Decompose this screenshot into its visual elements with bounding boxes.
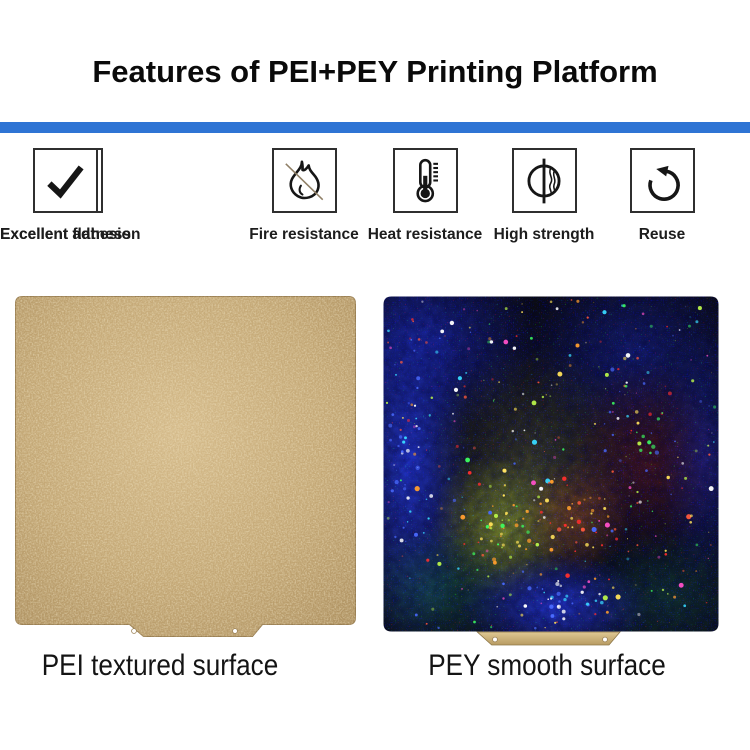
sparkles-layer <box>385 299 717 630</box>
feature-label: Fire resistance <box>249 226 359 243</box>
pei-caption: PEI textured surface <box>41 649 279 682</box>
feature-item-heat-resistance: Heat resistance <box>363 148 487 244</box>
feature-box <box>392 148 458 213</box>
rotate-ccw-icon <box>648 165 680 201</box>
pey-plate-image <box>383 296 719 646</box>
pey-tab-hole <box>602 636 608 643</box>
pei-tab-hole <box>131 628 137 634</box>
feature-box <box>271 148 337 213</box>
pey-gold-tab <box>476 631 621 646</box>
pei-plate-image <box>15 296 356 637</box>
blue-divider <box>0 122 750 133</box>
feature-label: Heat resistance <box>367 226 483 243</box>
thermometer-icon <box>416 158 438 202</box>
feature-item-reuse: Reuse <box>587 148 737 244</box>
feature-item-high-strength: High strength <box>469 148 619 244</box>
feature-label: Excellent adhesion <box>0 226 141 243</box>
pei-tab-hole <box>232 628 238 634</box>
feature-item-fire-resistance: Fire resistance <box>242 148 366 244</box>
coin-wave-icon <box>527 158 561 203</box>
feature-item-excellent-flatness: Excellent flatness <box>0 148 131 244</box>
feature-box <box>629 148 695 213</box>
pey-caption: PEY smooth surface <box>428 649 666 682</box>
feature-box <box>511 148 577 213</box>
feature-box <box>32 148 98 213</box>
pey-tab-hole <box>492 636 498 643</box>
page-title: Features of PEI+PEY Printing Platform <box>92 54 658 89</box>
feature-label: Reuse <box>638 226 686 243</box>
checkmark-icon <box>47 165 85 199</box>
feature-label: Excellent flatness <box>0 226 131 243</box>
no-fire-icon <box>285 159 324 200</box>
feature-label: High strength <box>493 226 595 243</box>
